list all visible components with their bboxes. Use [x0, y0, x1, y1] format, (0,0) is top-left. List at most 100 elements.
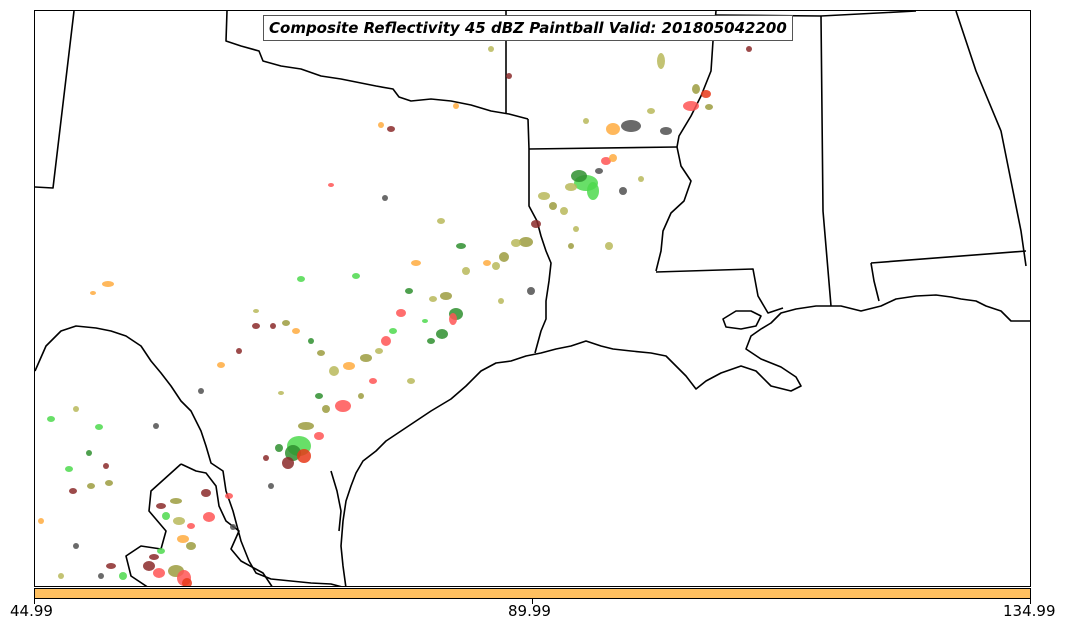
state-border-mississippi-south: [655, 268, 784, 314]
storm-cell: [660, 127, 672, 135]
storm-cell: [449, 313, 457, 325]
storm-cell: [252, 323, 260, 329]
storm-cell: [571, 170, 587, 182]
storm-cell: [352, 273, 360, 279]
storm-cell: [565, 183, 577, 191]
colorbar: [34, 588, 1031, 599]
storm-cell: [253, 309, 259, 313]
storm-cell: [606, 123, 620, 135]
storm-cell: [335, 400, 351, 412]
storm-cell: [437, 218, 445, 224]
storm-cell: [203, 512, 215, 522]
storm-cell: [560, 207, 568, 215]
storm-cell: [282, 320, 290, 326]
storm-cell: [186, 542, 196, 550]
storm-cell: [230, 524, 236, 530]
lake-pontchartrain: [722, 310, 762, 330]
storm-cell: [149, 554, 159, 560]
storm-cell: [47, 416, 55, 422]
map-canvas: [35, 11, 1030, 586]
storm-cell: [381, 336, 391, 346]
state-border-florida-north: [870, 250, 1027, 264]
storm-cell: [236, 348, 242, 354]
state-border-red-river: [225, 11, 529, 120]
storm-cell: [531, 220, 541, 228]
storm-cell: [90, 291, 96, 295]
storm-cell: [73, 543, 79, 549]
storm-cell: [38, 518, 44, 524]
storm-cell: [499, 252, 509, 262]
storm-cell: [396, 309, 406, 317]
storm-cell: [270, 323, 276, 329]
storm-cell: [157, 548, 165, 554]
storm-cell: [638, 176, 644, 182]
storm-cell: [217, 362, 225, 368]
storm-cell: [58, 573, 64, 579]
storm-cell: [268, 483, 274, 489]
storm-cell: [387, 126, 395, 132]
storm-cell: [292, 328, 300, 334]
storm-cell: [683, 101, 699, 111]
storm-cell: [315, 393, 323, 399]
map-title: Composite Reflectivity 45 dBZ Paintball …: [263, 15, 793, 41]
storm-cell: [701, 90, 711, 98]
storm-cell: [405, 288, 413, 294]
storm-cell: [506, 73, 512, 79]
storm-cell: [153, 568, 165, 578]
map-panel: [34, 10, 1031, 587]
colorbar-tick-mid: [532, 599, 533, 604]
state-border-florida-panhandle: [870, 262, 880, 302]
state-border-alabama-west: [820, 15, 832, 307]
state-border-arkansas-south: [528, 146, 678, 150]
storm-cell: [162, 512, 170, 520]
storm-cell: [358, 393, 364, 399]
storm-cell: [86, 450, 92, 456]
storm-cell: [692, 84, 700, 94]
storm-cell: [198, 388, 204, 394]
storm-cell: [328, 183, 334, 187]
storm-cell: [187, 523, 195, 529]
storm-cell: [382, 195, 388, 201]
state-border-texas-east: [527, 118, 552, 354]
storm-cell: [462, 267, 470, 275]
storm-cell: [549, 202, 557, 210]
storm-cell: [106, 563, 116, 569]
storm-cell: [95, 424, 103, 430]
storm-cell: [156, 503, 166, 509]
storm-cell: [498, 298, 504, 304]
storm-cell: [329, 366, 339, 376]
colorbar-label-max: 134.99: [1003, 602, 1056, 620]
storm-cell: [69, 488, 77, 494]
storm-cell: [317, 350, 325, 356]
storm-cell: [369, 378, 377, 384]
storm-cell: [407, 378, 415, 384]
storm-cell: [201, 489, 211, 497]
storm-cell: [98, 573, 104, 579]
storm-cell: [488, 46, 494, 52]
storm-cell: [73, 406, 79, 412]
colorbar-tick-min: [34, 599, 35, 604]
storm-cell: [427, 338, 435, 344]
storm-cell: [375, 348, 383, 354]
colorbar-label-min: 44.99: [10, 602, 53, 620]
storm-cell: [527, 287, 535, 295]
storm-cell: [519, 237, 533, 247]
storm-cell: [389, 328, 397, 334]
storm-cell: [422, 319, 428, 323]
storm-cell: [746, 46, 752, 52]
state-border-okla-north: [35, 11, 75, 189]
storm-cell: [102, 281, 114, 287]
storm-cell: [225, 493, 233, 499]
storm-cell: [492, 262, 500, 270]
storm-cell: [105, 480, 113, 486]
river-mississippi: [655, 11, 717, 272]
colorbar-label-mid: 89.99: [508, 602, 551, 620]
rio-grande-border: [35, 325, 342, 586]
storm-cell: [275, 444, 283, 452]
storm-cell: [343, 362, 355, 370]
storm-cell: [170, 498, 182, 504]
storm-cell: [87, 483, 95, 489]
storm-cell: [65, 466, 73, 472]
storm-cell: [436, 329, 448, 339]
storm-cell: [440, 292, 452, 300]
